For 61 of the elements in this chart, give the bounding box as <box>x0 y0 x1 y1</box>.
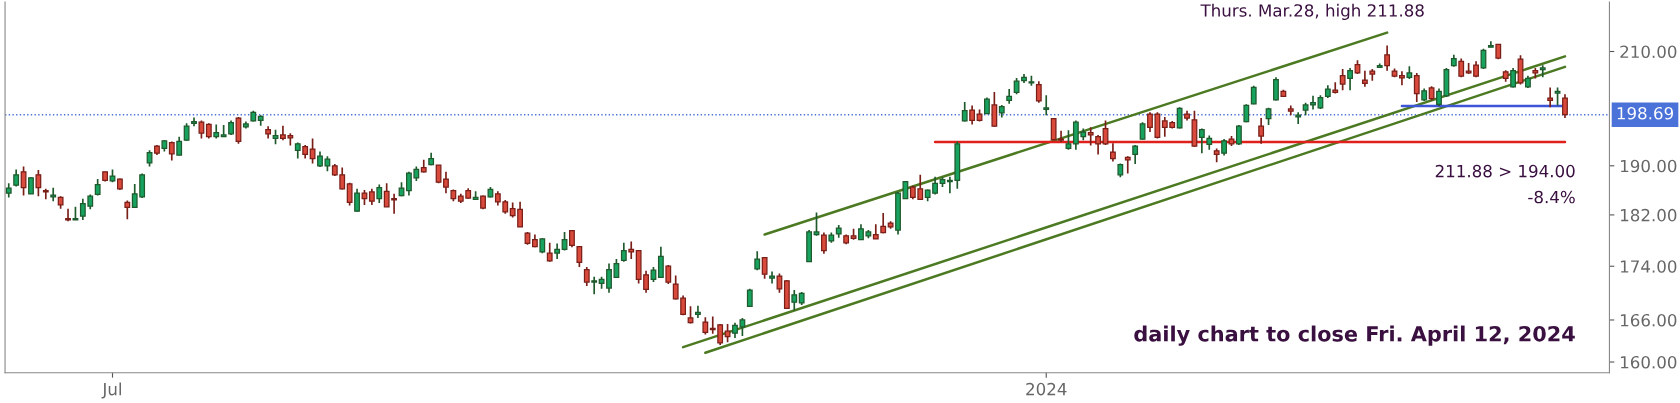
candlestick <box>813 211 820 237</box>
candlestick <box>546 242 553 263</box>
candlestick <box>176 135 183 157</box>
candlestick <box>628 240 635 260</box>
y-tick-label: 166.00 <box>1620 313 1677 327</box>
candlestick <box>1539 64 1546 79</box>
ref-line-label: 198.69 <box>1617 106 1673 120</box>
candlestick <box>1554 86 1561 107</box>
candlestick <box>1095 134 1102 156</box>
candlestick <box>820 231 827 255</box>
candlestick <box>309 137 316 165</box>
candlestick <box>761 256 768 280</box>
candlestick <box>1295 111 1302 125</box>
candlestick <box>1347 67 1353 92</box>
candlestick <box>35 169 42 198</box>
y-tick-label: 160.00 <box>1620 355 1677 369</box>
candlestick <box>724 323 731 344</box>
candlestick <box>124 199 131 221</box>
candlestick <box>1235 124 1242 146</box>
candlestick <box>665 264 672 285</box>
y-tick-label: 182.00 <box>1620 208 1677 222</box>
candlestick <box>991 91 998 128</box>
y-tick-label: 210.00 <box>1620 45 1677 59</box>
candlestick <box>1065 129 1072 151</box>
y-tick-label: 174.00 <box>1620 260 1677 273</box>
candlestick <box>961 101 968 123</box>
candlestick <box>1332 81 1339 95</box>
candlestick <box>576 245 583 268</box>
candlestick <box>657 245 664 279</box>
candlestick <box>583 266 590 287</box>
candlestick <box>791 289 798 312</box>
candlestick <box>376 183 383 204</box>
annotation: -8.4% <box>1528 190 1575 204</box>
candlestick <box>969 104 976 126</box>
candlestick <box>354 188 360 213</box>
candlestick <box>620 242 627 263</box>
y-tick-label: 190.00 <box>1620 159 1677 173</box>
candlestick <box>198 119 205 140</box>
candlestick <box>591 275 598 295</box>
candlestick <box>1124 155 1131 175</box>
candlestick <box>1413 72 1420 103</box>
candlestick <box>1043 94 1050 117</box>
candlestick <box>695 304 701 319</box>
x-tick-label: 2024 <box>1026 382 1067 396</box>
candlestick <box>1110 142 1116 163</box>
candlestick <box>1198 127 1205 155</box>
candlestick <box>1035 80 1042 104</box>
candlestick <box>20 165 27 197</box>
candlestick <box>1384 44 1391 72</box>
candlestick <box>1562 93 1568 119</box>
annotation: 211.88 > 194.00 <box>1435 164 1575 178</box>
x-tick-label: Jul <box>101 382 121 399</box>
candlestick <box>168 140 175 162</box>
candlestick <box>1087 126 1094 147</box>
candlestick <box>1339 68 1346 92</box>
annotation: Thurs. Mar.28, high 211.88 <box>1200 3 1424 20</box>
annotation: daily chart to close Fri. April 12, 2024 <box>1134 325 1575 346</box>
candlestick <box>1258 117 1265 145</box>
candlestick <box>1517 54 1524 86</box>
candlestick <box>1176 106 1183 130</box>
candlestick <box>1547 86 1554 109</box>
